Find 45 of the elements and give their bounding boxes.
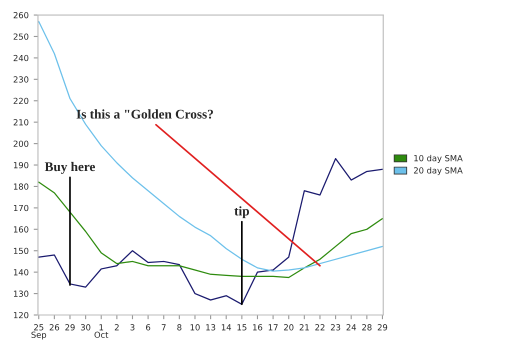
annotation: tip xyxy=(234,206,250,218)
y-tick-label: 160 xyxy=(14,226,28,233)
x-tick-label: 22 xyxy=(315,324,324,330)
y-tick-label: 220 xyxy=(14,98,28,104)
legend-label: 10 day SMA xyxy=(414,154,463,163)
y-tick-label: 210 xyxy=(14,119,28,126)
y-tick-label: 250 xyxy=(14,33,28,40)
x-tick-label: 16 xyxy=(253,324,262,330)
legend-label: 20 day SMA xyxy=(414,167,463,176)
y-tick-label: 140 xyxy=(14,269,28,276)
x-tick-label: 15 xyxy=(237,324,246,330)
y-tick-label: 190 xyxy=(14,162,28,168)
x-tick-label: 29 xyxy=(65,324,75,330)
annotation: Buy here xyxy=(44,162,95,174)
line-series xyxy=(38,158,384,305)
y-tick-label: 170 xyxy=(14,204,28,212)
y-tick-label: 120 xyxy=(14,312,28,318)
x-tick-label: 7 xyxy=(162,324,166,330)
y-tick-label: 200 xyxy=(14,140,28,147)
x-tick-label: 23 xyxy=(330,324,340,330)
y-tick-label: 230 xyxy=(14,76,28,83)
y-tick-label: 240 xyxy=(14,54,28,62)
y-tick-label: 130 xyxy=(14,290,28,297)
x-tick-label: 6 xyxy=(146,324,150,330)
y-tick-label: 260 xyxy=(14,12,28,18)
x-tick-label: 13 xyxy=(206,324,216,330)
x-tick-label: 25 Sep xyxy=(31,324,46,340)
x-tick-label: 28 xyxy=(362,324,372,330)
line-series xyxy=(38,20,384,272)
x-tick-label: 21 xyxy=(300,324,309,330)
x-tick-label: 29 xyxy=(378,324,388,330)
x-tick-label: 1 Oct xyxy=(94,324,108,338)
x-tick-label: 14 xyxy=(222,324,232,330)
x-tick-label: 20 xyxy=(284,324,294,330)
x-tick-label: 8 xyxy=(177,324,182,330)
x-tick-label: 17 xyxy=(268,324,278,330)
x-tick-label: 2 xyxy=(114,324,119,330)
line-series xyxy=(38,182,384,278)
y-tick-label: 150 xyxy=(14,248,28,254)
y-tick-label: 180 xyxy=(14,183,28,190)
x-tick-label: 10 xyxy=(190,324,200,330)
x-tick-label: 30 xyxy=(80,324,90,330)
x-tick-label: 3 xyxy=(130,324,134,330)
x-tick-label: 26 xyxy=(50,324,60,330)
x-tick-label: 24 xyxy=(346,324,356,330)
